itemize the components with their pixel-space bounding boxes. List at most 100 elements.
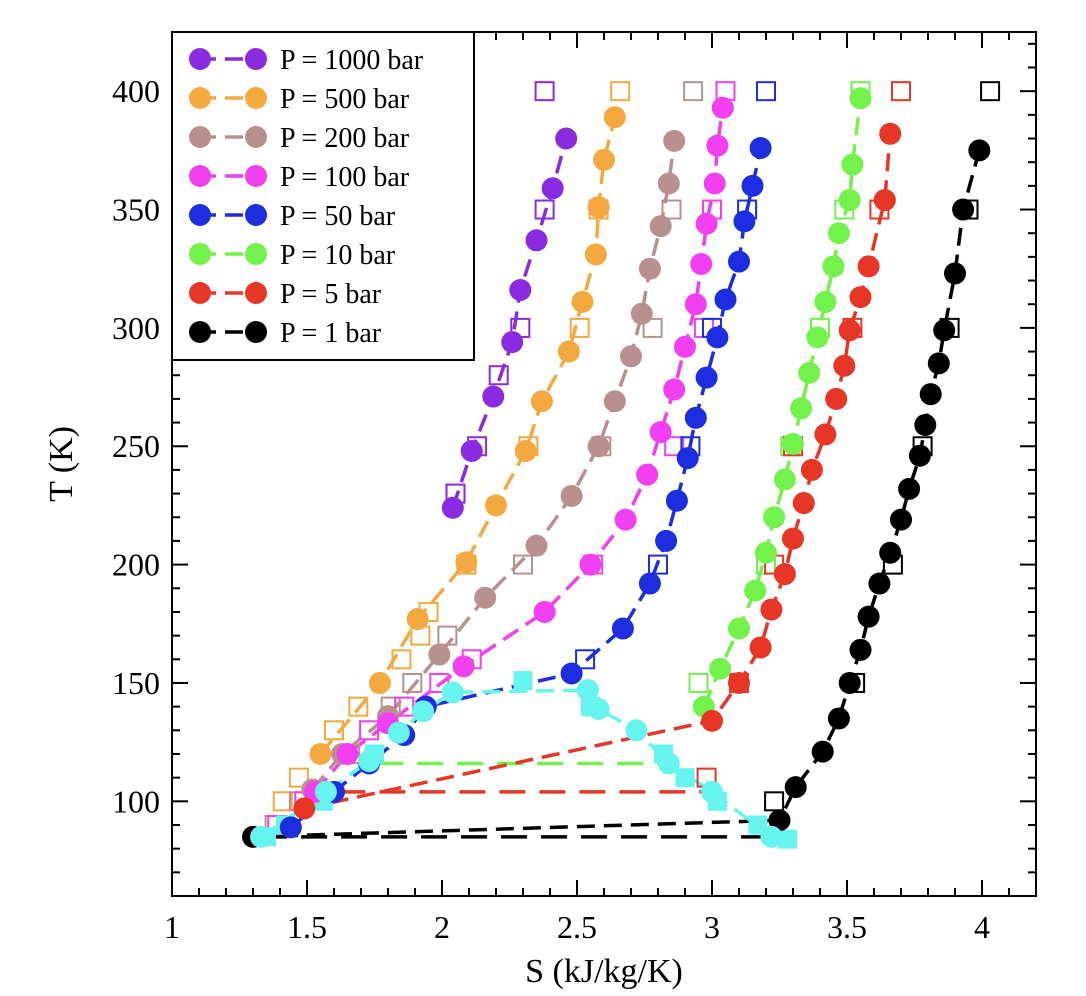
legend-marker-2 <box>189 126 211 148</box>
coexistence-square-4 <box>513 671 533 691</box>
data-point-5-13 <box>827 222 850 245</box>
data-point-7-2 <box>784 776 807 799</box>
data-point-2-11 <box>638 257 661 280</box>
data-point-2-6 <box>560 484 583 507</box>
data-point-5-6 <box>773 468 796 491</box>
coexistence-square-7 <box>675 768 695 788</box>
reference-square-1-0 <box>272 791 293 812</box>
y-tick-label: 300 <box>112 310 160 346</box>
data-point-6-16 <box>879 122 902 145</box>
reference-square-3-7 <box>664 436 685 457</box>
legend-label-2: P = 200 bar <box>280 123 410 154</box>
data-point-4-13 <box>706 326 729 349</box>
reference-square-0-5 <box>534 81 555 102</box>
reference-square-2-10 <box>683 81 704 102</box>
y-axis-title: T (K) <box>43 426 80 502</box>
data-point-5-14 <box>838 189 861 212</box>
data-point-1-6 <box>530 390 553 413</box>
data-point-5-10 <box>806 326 829 349</box>
coexistence-point-7 <box>587 697 610 720</box>
x-tick-label: 1 <box>164 909 180 945</box>
x-tick-label: 4 <box>974 909 990 945</box>
legend-marker-7 <box>189 321 211 343</box>
data-point-0-2 <box>482 385 505 408</box>
reference-square-7-6 <box>980 81 1001 102</box>
data-point-3-16 <box>711 96 734 119</box>
coexistence-point-10 <box>701 780 723 803</box>
data-point-7-1 <box>768 809 791 832</box>
reference-square-4-5 <box>756 81 776 102</box>
data-point-5-2 <box>728 617 750 640</box>
reference-square-7-0 <box>764 791 785 812</box>
legend-marker-7-b <box>245 321 267 343</box>
reference-square-2-4 <box>402 672 423 693</box>
data-point-3-5 <box>579 553 602 576</box>
data-point-6-11 <box>833 354 856 377</box>
legend-marker-4-b <box>245 204 267 226</box>
data-point-4-10 <box>676 447 699 470</box>
data-point-4-18 <box>749 136 772 159</box>
data-points <box>242 87 991 848</box>
data-point-5-1 <box>709 657 732 680</box>
data-point-1-10 <box>587 196 610 219</box>
legend-marker-2-b <box>245 126 267 148</box>
y-tick-label: 250 <box>112 428 160 464</box>
data-point-3-4 <box>533 600 556 623</box>
data-point-6-9 <box>814 423 837 446</box>
coexistence-point-8 <box>625 719 648 742</box>
x-axis-title: S (kJ/kg/K) <box>525 953 683 990</box>
data-point-6-6 <box>782 527 804 550</box>
reference-square-0-2 <box>488 365 509 386</box>
x-tick-label: 1.5 <box>287 909 327 945</box>
data-point-1-12 <box>603 106 626 129</box>
data-point-7-8 <box>868 572 891 595</box>
data-point-4-15 <box>728 250 750 273</box>
reference-square-2-9 <box>661 199 682 220</box>
data-point-5-11 <box>814 290 837 313</box>
data-point-5-12 <box>822 255 845 278</box>
data-point-1-7 <box>557 340 580 363</box>
reference-square-5-0 <box>688 672 709 693</box>
legend-marker-4 <box>189 204 211 226</box>
legend-label-4: P = 50 bar <box>280 201 396 232</box>
data-point-2-4 <box>474 586 497 609</box>
data-point-7-7 <box>857 605 880 628</box>
data-point-2-14 <box>663 129 686 152</box>
data-point-0-6 <box>541 177 564 200</box>
data-point-4-6 <box>611 617 634 640</box>
data-point-1-11 <box>593 148 615 171</box>
data-point-3-12 <box>690 252 713 275</box>
data-point-0-5 <box>525 229 548 252</box>
data-point-3-7 <box>636 463 659 486</box>
data-point-3-6 <box>614 508 637 531</box>
coexistence-point-2 <box>358 750 381 773</box>
x-tick-label: 2 <box>434 909 450 945</box>
data-point-3-9 <box>663 378 686 401</box>
data-point-3-13 <box>695 212 718 235</box>
data-point-4-0 <box>279 816 302 839</box>
reference-square-1-9 <box>569 317 590 338</box>
legend-marker-1-b <box>245 87 267 109</box>
data-point-6-4 <box>760 598 783 621</box>
data-point-6-5 <box>773 563 796 586</box>
legend-marker-0-b <box>245 48 267 70</box>
data-point-4-16 <box>733 210 756 233</box>
data-point-6-7 <box>792 492 815 515</box>
reference-square-2-6 <box>513 554 533 575</box>
data-point-7-6 <box>849 638 872 661</box>
coexistence-point-9 <box>657 752 680 775</box>
legend-box <box>171 31 475 361</box>
data-point-1-4 <box>485 494 507 517</box>
data-point-5-9 <box>798 361 821 384</box>
data-point-1-3 <box>455 551 478 574</box>
axes: 1 1.5 2 2.5 3 3.5 4 100 150 200 250 300 350 400 S (kJ/… <box>43 31 1037 990</box>
reference-square-1-11 <box>610 81 631 102</box>
data-point-2-12 <box>649 215 672 238</box>
data-point-7-3 <box>811 740 834 763</box>
x-tick-label: 2.5 <box>557 909 597 945</box>
data-point-0-1 <box>460 439 483 462</box>
legend-marker-0 <box>189 48 211 70</box>
y-tick-label: 350 <box>112 192 160 228</box>
data-point-4-12 <box>695 366 718 389</box>
